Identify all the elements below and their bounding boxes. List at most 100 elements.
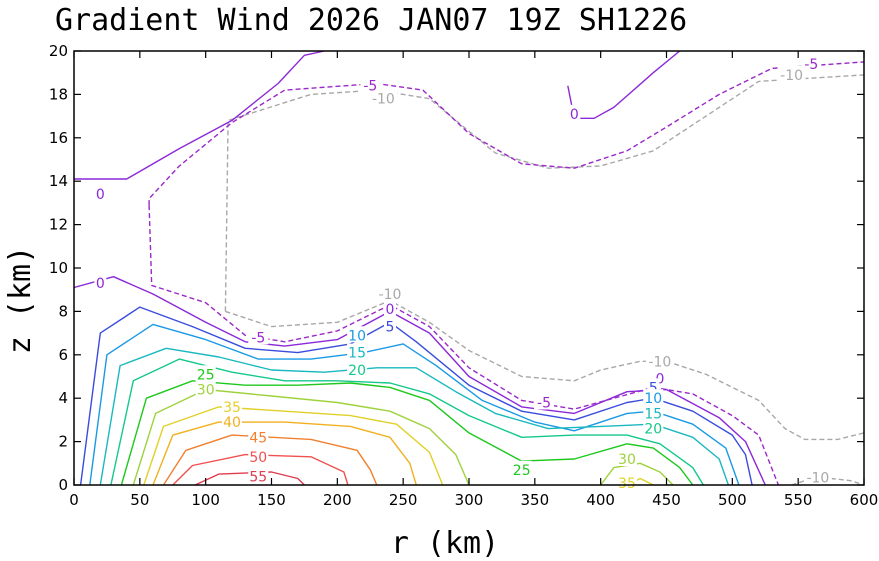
contour-line-15-0 xyxy=(99,347,730,486)
x-tick-label: 0 xyxy=(69,491,79,509)
y-tick-label: 10 xyxy=(49,259,68,277)
contour-line-35-0 xyxy=(143,406,444,486)
contour-label-bg xyxy=(248,328,269,345)
contour-label-bg xyxy=(195,380,216,397)
contour-labels: -10-10-10-10-10-5-5-5-500000551010151520… xyxy=(94,55,832,492)
y-tick-label: 4 xyxy=(58,389,68,407)
contour-label--5: -5 xyxy=(804,57,818,73)
contour-label-bg xyxy=(534,393,554,410)
y-tick-label: 2 xyxy=(58,433,68,451)
contour-label-0: 0 xyxy=(570,107,579,123)
contour-line--10-1 xyxy=(225,299,865,441)
contour-line-30-1 xyxy=(600,462,674,486)
y-tick-label: 8 xyxy=(58,302,68,320)
contour-label-20: 20 xyxy=(644,422,662,438)
contour-label-10: 10 xyxy=(348,328,366,344)
contour-label-bg xyxy=(384,300,396,317)
contour-line-0-2 xyxy=(567,50,681,120)
contour-label-25: 25 xyxy=(513,463,531,479)
contour-label-40: 40 xyxy=(223,415,241,431)
x-tick-label: 200 xyxy=(323,491,352,509)
contour-line-50-0 xyxy=(172,453,349,486)
x-tick-label: 450 xyxy=(652,491,681,509)
contour-label-bg xyxy=(645,352,674,369)
contour-label-45: 45 xyxy=(249,430,267,446)
contour-label-bg xyxy=(222,397,242,414)
x-axis-ticks: 0 50 100 150 200 250 300 350 400 450 500 550 600 xyxy=(69,51,878,509)
contour-line-40-0 xyxy=(152,421,417,486)
contour-lines xyxy=(73,50,865,486)
contour-label-bg xyxy=(360,76,381,93)
contour-label-15: 15 xyxy=(644,406,662,422)
y-tick-label: 0 xyxy=(58,476,68,494)
y-tick-label: 14 xyxy=(49,172,68,190)
contour-label-15: 15 xyxy=(348,346,366,362)
x-tick-label: 400 xyxy=(586,491,615,509)
contour-label-5: 5 xyxy=(649,380,658,396)
contour-label-bg xyxy=(347,343,368,360)
contour-label-bg xyxy=(617,450,637,466)
contour-label-bg xyxy=(248,467,269,484)
contour-label-bg xyxy=(617,473,637,490)
contour-label-bg xyxy=(511,460,532,477)
x-tick-label: 50 xyxy=(130,491,149,509)
contour-label-bg xyxy=(248,447,269,464)
y-axis-label: z (km) xyxy=(3,246,38,354)
contour-label-bg xyxy=(777,65,806,82)
contour-label-50: 50 xyxy=(249,450,267,466)
x-tick-label: 100 xyxy=(191,491,220,509)
contour-label--10: -10 xyxy=(806,470,829,486)
contour-line-55-0 xyxy=(194,471,305,486)
contour-label-bg xyxy=(568,104,581,121)
contour-label-bg xyxy=(94,185,107,202)
contour-label-bg xyxy=(643,404,664,421)
contour-line--5-1 xyxy=(148,205,780,486)
contour-label-30: 30 xyxy=(618,452,636,468)
contour-label--5: -5 xyxy=(363,79,377,95)
contour-line-20-0 xyxy=(110,358,704,486)
contour-label-bg xyxy=(803,468,832,485)
contour-label-bg xyxy=(94,274,107,291)
x-tick-label: 300 xyxy=(455,491,484,509)
x-axis-label: r (km) xyxy=(391,526,499,561)
contour-label-55: 55 xyxy=(249,469,267,485)
x-tick-label: 500 xyxy=(718,491,747,509)
x-tick-label: 600 xyxy=(850,491,879,509)
x-tick-label: 150 xyxy=(257,491,286,509)
chart-title: Gradient Wind 2026 JAN07 19Z SH1226 xyxy=(55,3,687,38)
contour-label--5: -5 xyxy=(251,330,265,346)
contour-label-bg xyxy=(801,55,822,71)
contour-line-0-1 xyxy=(73,276,766,486)
contour-label-bg xyxy=(369,89,398,106)
y-tick-label: 6 xyxy=(58,346,68,364)
contour-label-bg xyxy=(248,428,269,445)
x-tick-label: 550 xyxy=(784,491,813,509)
y-tick-label: 18 xyxy=(49,85,68,103)
x-tick-label: 350 xyxy=(521,491,550,509)
contour-label-0: 0 xyxy=(386,302,395,318)
contour-label-35: 35 xyxy=(223,400,241,416)
y-tick-label: 16 xyxy=(49,129,68,147)
contour-line-0-0 xyxy=(74,50,325,180)
contour-line-30-0 xyxy=(132,388,470,486)
contour-line--10-0 xyxy=(224,74,865,312)
contour-label-bg xyxy=(347,326,368,343)
contour-label-5: 5 xyxy=(386,320,395,336)
contour-label-0: 0 xyxy=(655,372,664,388)
contour-label--10: -10 xyxy=(379,287,402,303)
contour-label-35: 35 xyxy=(618,476,636,492)
contour-line-10-0 xyxy=(89,323,740,486)
contour-line--5-0 xyxy=(148,61,865,206)
x-tick-label: 250 xyxy=(389,491,418,509)
contour-label-bg xyxy=(643,419,664,436)
contour-label-bg xyxy=(222,413,242,430)
contour-line-45-0 xyxy=(162,434,378,486)
contour-label-30: 30 xyxy=(197,383,215,399)
contour-label-bg xyxy=(376,285,404,301)
plot-frame xyxy=(73,50,865,486)
contour-label-bg xyxy=(195,365,216,382)
y-tick-label: 12 xyxy=(49,216,68,234)
contour-label--10: -10 xyxy=(780,68,803,84)
contour-label-25: 25 xyxy=(197,367,215,383)
contour-label-bg xyxy=(643,389,664,406)
